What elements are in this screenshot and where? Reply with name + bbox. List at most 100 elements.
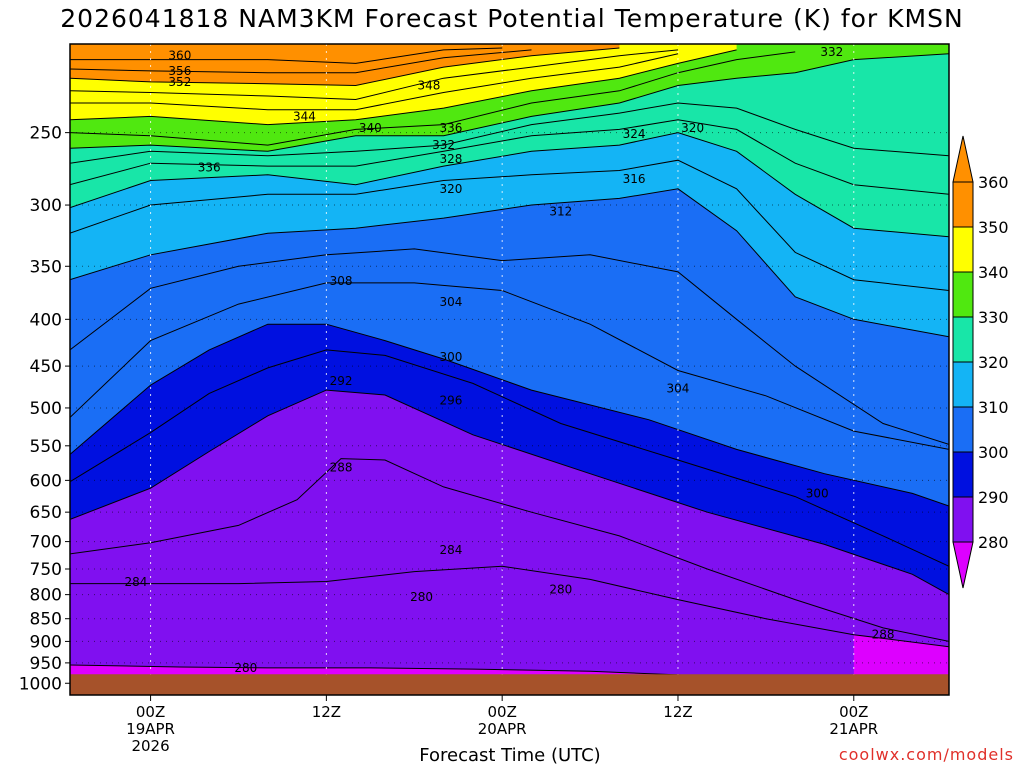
colorbar-segment xyxy=(952,271,974,318)
colorbar-segment xyxy=(952,226,974,273)
x-tick-label: 20APR xyxy=(478,720,527,738)
contour-label: 316 xyxy=(623,172,646,186)
colorbar-label: 350 xyxy=(978,218,1009,237)
contour-label: 280 xyxy=(410,590,433,604)
contour-line-288 xyxy=(70,458,949,642)
contour-label: 336 xyxy=(198,161,221,175)
contour-label: 288 xyxy=(330,461,353,475)
contour-label: 284 xyxy=(124,575,147,589)
x-tick-label: 12Z xyxy=(663,703,692,721)
contour-line-356 xyxy=(70,49,532,74)
y-tick-label: 550 xyxy=(30,437,62,457)
contour-label: 356 xyxy=(168,64,191,78)
colorbar-label: 300 xyxy=(978,443,1009,462)
y-tick-label: 850 xyxy=(30,610,62,630)
y-tick-label: 650 xyxy=(30,503,62,523)
contour-label: 320 xyxy=(681,121,704,135)
contour-label: 296 xyxy=(439,394,462,408)
y-tick-label: 500 xyxy=(30,399,62,419)
contour-line-332 xyxy=(70,53,949,152)
ground-surface xyxy=(70,674,949,695)
contour-label: 288 xyxy=(872,628,895,642)
contour-line-320 xyxy=(70,132,949,238)
contour-label: 348 xyxy=(417,78,440,92)
contour-label: 312 xyxy=(549,205,572,219)
y-tick-label: 600 xyxy=(30,471,62,491)
x-tick-label: 00Z xyxy=(136,703,165,721)
contour-label: 308 xyxy=(330,274,353,288)
contour-label: 300 xyxy=(439,350,462,364)
x-tick-label: 19APR xyxy=(126,720,175,738)
contour-line-292 xyxy=(70,389,949,596)
colorbar-segment xyxy=(952,496,974,543)
contour-label: 352 xyxy=(168,75,191,89)
contour-line-336 xyxy=(70,51,796,146)
contour-label: 284 xyxy=(439,543,462,557)
contour-label: 344 xyxy=(293,109,316,123)
colorbar-top-arrow xyxy=(952,135,974,183)
colorbar-label: 320 xyxy=(978,353,1009,372)
x-tick-label: 21APR xyxy=(829,720,878,738)
y-tick-label: 250 xyxy=(30,124,62,144)
x-axis-label: Forecast Time (UTC) xyxy=(419,745,601,766)
colorbar-segment xyxy=(952,316,974,363)
contour-label: 332 xyxy=(820,45,843,59)
colorbar-label: 310 xyxy=(978,398,1009,417)
contour-line-348 xyxy=(70,49,679,101)
colorbar-segment xyxy=(952,181,974,228)
contour-label: 280 xyxy=(234,661,257,675)
contour-line-312 xyxy=(70,188,949,338)
colorbar-label: 340 xyxy=(978,263,1009,282)
contour-line-328 xyxy=(70,102,949,164)
contour-label: 280 xyxy=(549,583,572,597)
y-tick-label: 450 xyxy=(30,357,62,377)
y-tick-label: 800 xyxy=(30,586,62,606)
contour-line-300 xyxy=(70,323,949,507)
x-tick-label: 2026 xyxy=(131,737,169,755)
credit-link[interactable]: coolwx.com/models xyxy=(838,745,1014,764)
plot-frame xyxy=(69,43,950,696)
contour-label: 324 xyxy=(623,127,646,141)
y-tick-label: 300 xyxy=(30,196,62,216)
colorbar-label: 330 xyxy=(978,308,1009,327)
contour-line-324 xyxy=(70,119,949,195)
contour-label: 304 xyxy=(439,295,462,309)
contour-line-296 xyxy=(70,349,949,567)
chart-title: 2026041818 NAM3KM Forecast Potential Tem… xyxy=(60,4,964,33)
y-tick-label: 700 xyxy=(30,533,62,553)
colorbar-segment xyxy=(952,361,974,408)
x-tick-label: 00Z xyxy=(487,703,516,721)
colorbar: 280 290 300 310 320 330 340 350 360 xyxy=(952,135,1009,589)
contour-line-360 xyxy=(70,47,503,64)
colorbar-label: 290 xyxy=(978,488,1009,507)
contour-label: 360 xyxy=(168,49,191,63)
colorbar-segment xyxy=(952,451,974,498)
contour-label: 304 xyxy=(667,381,690,395)
contour-line-344 xyxy=(70,53,679,111)
contour-line-352 xyxy=(70,47,620,87)
contour-label: 340 xyxy=(359,121,382,135)
colorbar-bottom-arrow xyxy=(952,541,974,589)
contour-label: 328 xyxy=(439,152,462,166)
contour-line-340 xyxy=(70,49,737,126)
x-tick-label: 12Z xyxy=(312,703,341,721)
contour-label: 300 xyxy=(806,486,829,500)
contour-label: 320 xyxy=(439,182,462,196)
y-tick-label: 900 xyxy=(30,632,62,652)
colorbar-label: 280 xyxy=(978,533,1009,552)
contour-line-316 xyxy=(70,159,949,291)
y-tick-label: 400 xyxy=(30,310,62,330)
contour-line-308 xyxy=(70,248,949,445)
contour-label: 332 xyxy=(432,138,455,152)
y-tick-label: 1000 xyxy=(19,674,62,694)
contour-label: 292 xyxy=(330,374,353,388)
fill-region-360 xyxy=(70,44,503,64)
y-tick-label: 350 xyxy=(30,257,62,277)
colorbar-segment xyxy=(952,406,974,453)
contour-line-284 xyxy=(70,565,949,648)
colorbar-label: 360 xyxy=(978,173,1009,192)
x-tick-label: 00Z xyxy=(839,703,868,721)
contour-label: 336 xyxy=(439,121,462,135)
